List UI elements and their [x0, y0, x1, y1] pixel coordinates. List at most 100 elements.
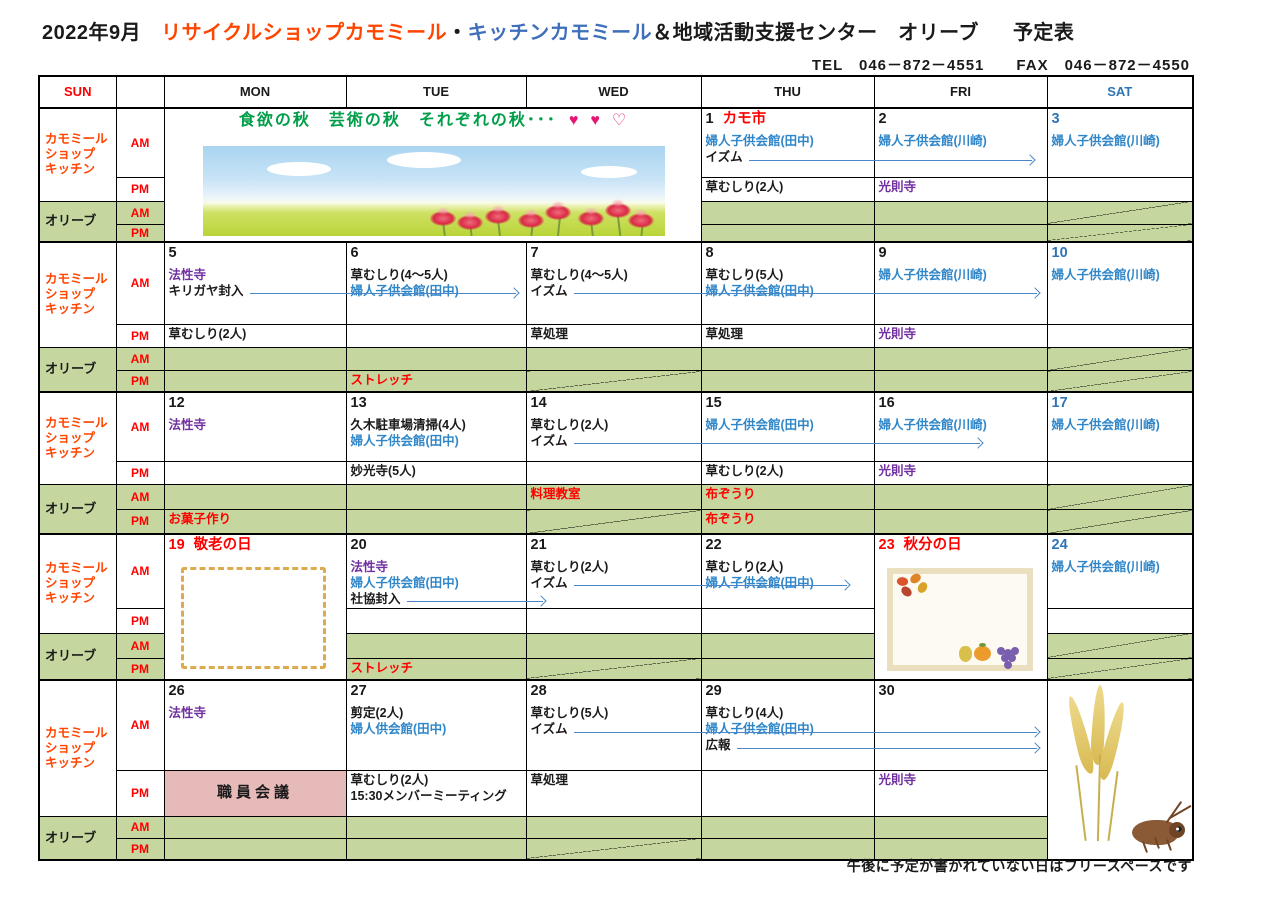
olive-ampm-label-am: AM — [115, 484, 165, 510]
maple-leaf-icon — [908, 572, 922, 584]
date-line: 14 — [531, 394, 697, 412]
day-17-olive-pm — [1046, 509, 1194, 534]
date-line: 5 — [169, 244, 342, 262]
day-2-olive-am — [873, 200, 1048, 225]
date-line: 8 — [706, 244, 870, 262]
olive-ampm-label-pm: PM — [115, 509, 165, 534]
row-label-line: カモミール — [45, 272, 108, 287]
schedule-item: 婦人子供会館(川崎) — [879, 133, 1043, 149]
title-segment: ・ — [447, 22, 468, 44]
schedule-item: 婦人子供会館(田中) — [706, 133, 870, 149]
col-header-mon: MON — [163, 75, 347, 109]
schedule-item-text: 婦人子供会館(田中) — [350, 433, 459, 448]
day-30-pm: 光則寺 — [873, 769, 1048, 817]
day-27-olive-am — [345, 815, 527, 839]
day-1-olive-am — [700, 200, 875, 225]
schedule-item-text: 法性寺 — [168, 267, 207, 282]
week2-row1: カモミール ショップ キッチン AM 5 法性寺 キリガヤ封入 6 草むしり(4～5人) 婦人子供… — [38, 240, 1194, 348]
schedule-item: 草むしり(4～5人) — [351, 267, 522, 283]
schedule-item-text: 草むしり(4人) — [705, 706, 784, 720]
day-8-pm: 草処理 — [700, 324, 875, 348]
col-header-blank — [115, 75, 165, 109]
contact-info: TEL 046－872－4551 FAX 046－872－4550 — [811, 57, 1190, 74]
pampas-stem — [1074, 765, 1087, 841]
day-13-pm: 妙光寺(5人) — [345, 461, 527, 485]
date-line: 30 — [879, 682, 1043, 700]
date-line: 12 — [169, 394, 342, 412]
holiday-label: 秋分の日 — [903, 536, 962, 553]
schedule-item-text: 婦人子供会館(田中) — [705, 283, 814, 298]
schedule-item-text: 法性寺 — [350, 559, 389, 574]
schedule-item-text: 婦人子供会館(川崎) — [1051, 559, 1160, 574]
schedule-item-text: 婦人子供会館(川崎) — [1051, 134, 1160, 148]
day-17-pm — [1046, 461, 1194, 485]
day-16-olive-pm — [873, 509, 1048, 534]
schedule-item-text: 婦人子供会館(田中) — [705, 417, 814, 432]
schedule-item: 婦人子供会館(田中) — [706, 721, 870, 737]
day-2-pm: 光則寺 — [873, 176, 1048, 202]
schedule-item: 婦人子供会館(田中) — [351, 575, 522, 591]
schedule-item-text: 婦人子供会館(田中) — [705, 722, 814, 736]
spider-lily-icon — [457, 210, 484, 230]
schedule-item-text: 草むしり(2人) — [530, 559, 609, 574]
schedule-item-text: 婦人子供会館(川崎) — [878, 134, 987, 148]
schedule-item-text: 草処理 — [530, 327, 569, 341]
row-label-olive: オリーブ — [38, 815, 117, 861]
day-17-am: 17 婦人子供会館(川崎) — [1046, 390, 1194, 462]
row-label-line: ショップ — [45, 740, 96, 755]
day-20-pm — [345, 607, 527, 634]
spider-lily-icon — [545, 200, 572, 220]
ampm-label-am: AM — [115, 532, 165, 609]
continuation-arrow-icon — [573, 293, 1038, 295]
grape-icon — [1010, 647, 1019, 655]
col-header-fri: FRI — [873, 75, 1048, 109]
schedule-item-text: 婦人子供会館(田中) — [350, 575, 459, 590]
col-header-wed: WED — [525, 75, 702, 109]
day-5-pm: 草むしり(2人) — [163, 324, 347, 348]
col-header-sat: SAT — [1046, 75, 1194, 109]
title-segment: リサイクルショップカモミール — [161, 22, 448, 44]
col-header-sun: SUN — [38, 75, 117, 109]
date-line: 26 — [169, 682, 342, 700]
row-label-olive: オリーブ — [38, 632, 117, 681]
cloud-icon — [581, 166, 638, 178]
schedule-item: 婦人子供会館(川崎) — [1052, 133, 1189, 149]
date-line: 17 — [1052, 394, 1189, 412]
pampas-grass-cricket-cell — [1046, 679, 1194, 861]
schedule-item-text: 剪定(2人) — [350, 706, 404, 720]
day-24-am: 24 婦人子供会館(川崎) — [1046, 532, 1194, 609]
schedule-item-text: 光則寺 — [878, 772, 917, 787]
schedule-item-text: 草むしり(5人) — [705, 267, 784, 282]
day-2-am: 2 婦人子供会館(川崎) — [873, 107, 1048, 178]
schedule-item-text: 布ぞうり — [705, 512, 756, 526]
day-24-olive-pm — [1046, 657, 1194, 681]
date-number: 29 — [705, 683, 722, 699]
day-22-pm — [700, 607, 875, 634]
day-15-am: 15 婦人子供会館(田中) — [700, 390, 875, 462]
day-13-am: 13 久木駐車場清掃(4人) 婦人子供会館(田中) — [345, 390, 527, 462]
banner-caption-text: 食欲の秋 芸術の秋 それぞれの秋･･･ — [238, 112, 557, 129]
schedule-item: 15:30メンバーミーティング — [351, 788, 522, 804]
col-header-tue: TUE — [345, 75, 527, 109]
day-24-pm — [1046, 607, 1194, 634]
day-26-pm-meeting: 職員会議 — [163, 769, 347, 817]
row-label-line: カモミール — [45, 132, 108, 147]
cloud-icon — [387, 152, 462, 168]
day-21-olive-pm — [525, 657, 702, 681]
day-1-am: 1 カモ市 婦人子供会館(田中) イズム — [700, 107, 875, 178]
day-22-am: 22 草むしり(2人) 婦人子供会館(田中) — [700, 532, 875, 609]
schedule-item: 婦人子供会館(川崎) — [879, 267, 1043, 283]
date-number: 6 — [350, 244, 359, 261]
row-label-chamomile: カモミール ショップ キッチン — [38, 107, 117, 202]
schedule-item: 婦人子供会館(田中) — [706, 283, 870, 299]
cricket-antenna — [1167, 804, 1191, 820]
holiday-label: 敬老の日 — [193, 536, 252, 553]
schedule-item: 法性寺 — [169, 705, 342, 721]
schedule-item: 法性寺 — [169, 417, 342, 433]
schedule-item: 草むしり(2人) — [351, 772, 522, 788]
schedule-item-text: 草むしり(2人) — [530, 417, 609, 432]
grape-icon — [1000, 654, 1009, 662]
schedule-item: 草むしり(2人) — [531, 559, 697, 575]
schedule-item: 婦人子供会館(川崎) — [1052, 417, 1189, 433]
date-line: 7 — [531, 244, 697, 262]
